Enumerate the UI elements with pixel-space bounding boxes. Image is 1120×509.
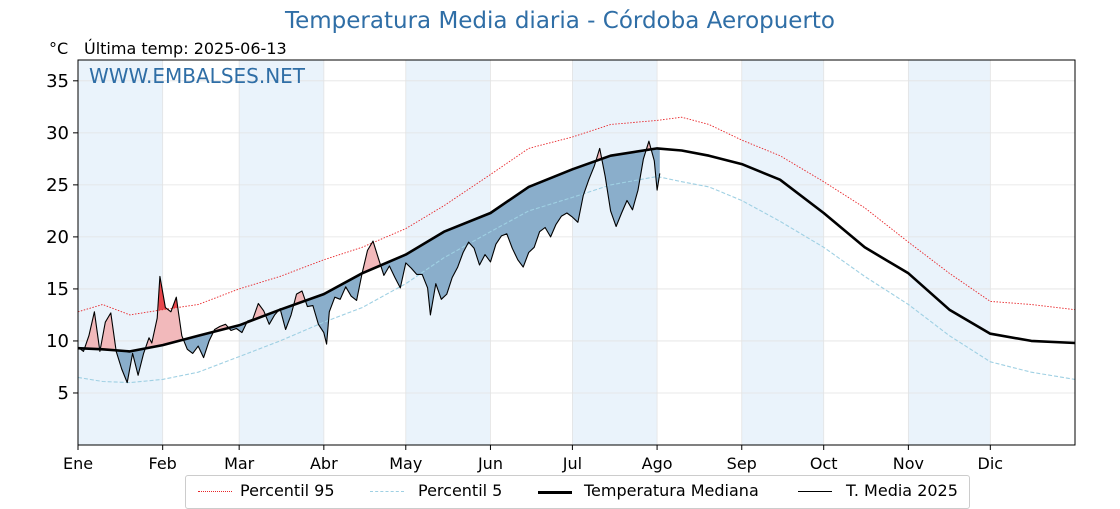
x-tick-label-abr: Abr: [310, 454, 338, 473]
fill-below-median: [116, 348, 145, 383]
series-line-mean: [77, 140, 661, 384]
month-band-ene: [78, 60, 163, 445]
x-tick-label-ago: Ago: [642, 454, 673, 473]
x-tick-label-nov: Nov: [893, 454, 924, 473]
fill-above-median: [146, 276, 184, 349]
x-tick-label-feb: Feb: [149, 454, 177, 473]
y-tick-label: 5: [58, 383, 69, 404]
grid-lines: [77, 60, 1075, 445]
month-band-mar: [239, 60, 324, 445]
x-axis-ticks: Ene Feb Mar Abr May Jun Jul Ago Sep Oct Nov Dic: [63, 445, 1003, 473]
y-tick-label: 30: [46, 123, 69, 144]
anomaly-fills: [78, 141, 660, 383]
y-tick-label: 35: [46, 71, 69, 92]
plot-frame: [77, 59, 1076, 446]
month-band-nov: [908, 60, 991, 445]
legend-sample-p5: [370, 491, 404, 492]
legend-sample-median: [538, 491, 572, 494]
fill-above-median: [84, 311, 99, 350]
x-tick-label-mar: Mar: [224, 454, 255, 473]
x-tick-label-oct: Oct: [810, 454, 838, 473]
y-tick-label: 15: [46, 279, 69, 300]
month-band-jul: [572, 60, 658, 445]
fill-above-median: [247, 303, 266, 323]
y-axis-ticks: 5 10 15 20 25 30 35: [46, 71, 78, 404]
legend-label-p95: Percentil 95: [240, 481, 335, 500]
y-tick-label: 10: [46, 331, 69, 352]
fill-below-median: [602, 150, 645, 227]
x-tick-label-dic: Dic: [978, 454, 1004, 473]
legend-sample-p95: [198, 491, 232, 492]
month-bands: [78, 60, 991, 445]
x-tick-label-sep: Sep: [727, 454, 757, 473]
x-tick-label-ene: Ene: [63, 454, 93, 473]
y-tick-label: 25: [46, 175, 69, 196]
series-line-p95: [77, 116, 1076, 316]
chart-legend: Percentil 95 Percentil 5 Temperatura Med…: [185, 475, 970, 509]
series-line-median: [77, 147, 1076, 353]
y-tick-label: 20: [46, 227, 69, 248]
fill-below-median: [651, 148, 660, 191]
series-line-p5: [77, 175, 1076, 384]
fill-above-median: [101, 312, 115, 351]
x-tick-label-jun: Jun: [477, 454, 503, 473]
legend-label-mean: T. Media 2025: [846, 481, 958, 500]
series-lines: [77, 116, 1076, 384]
x-tick-label-jul: Jul: [562, 454, 582, 473]
website-watermark: WWW.EMBALSES.NET: [89, 64, 306, 88]
month-band-sep: [741, 60, 824, 445]
y-axis-unit: °C: [49, 39, 69, 58]
x-tick-label-may: May: [389, 454, 422, 473]
fill-below-median: [381, 161, 596, 315]
chart-title: Temperatura Media diaria - Córdoba Aerop…: [284, 8, 836, 34]
fill-below-median: [306, 274, 361, 345]
legend-label-median: Temperatura Mediana: [584, 481, 759, 500]
legend-sample-mean: [798, 491, 832, 492]
last-temperature-date: Última temp: 2025-06-13: [84, 39, 287, 58]
legend-label-p5: Percentil 5: [418, 481, 503, 500]
